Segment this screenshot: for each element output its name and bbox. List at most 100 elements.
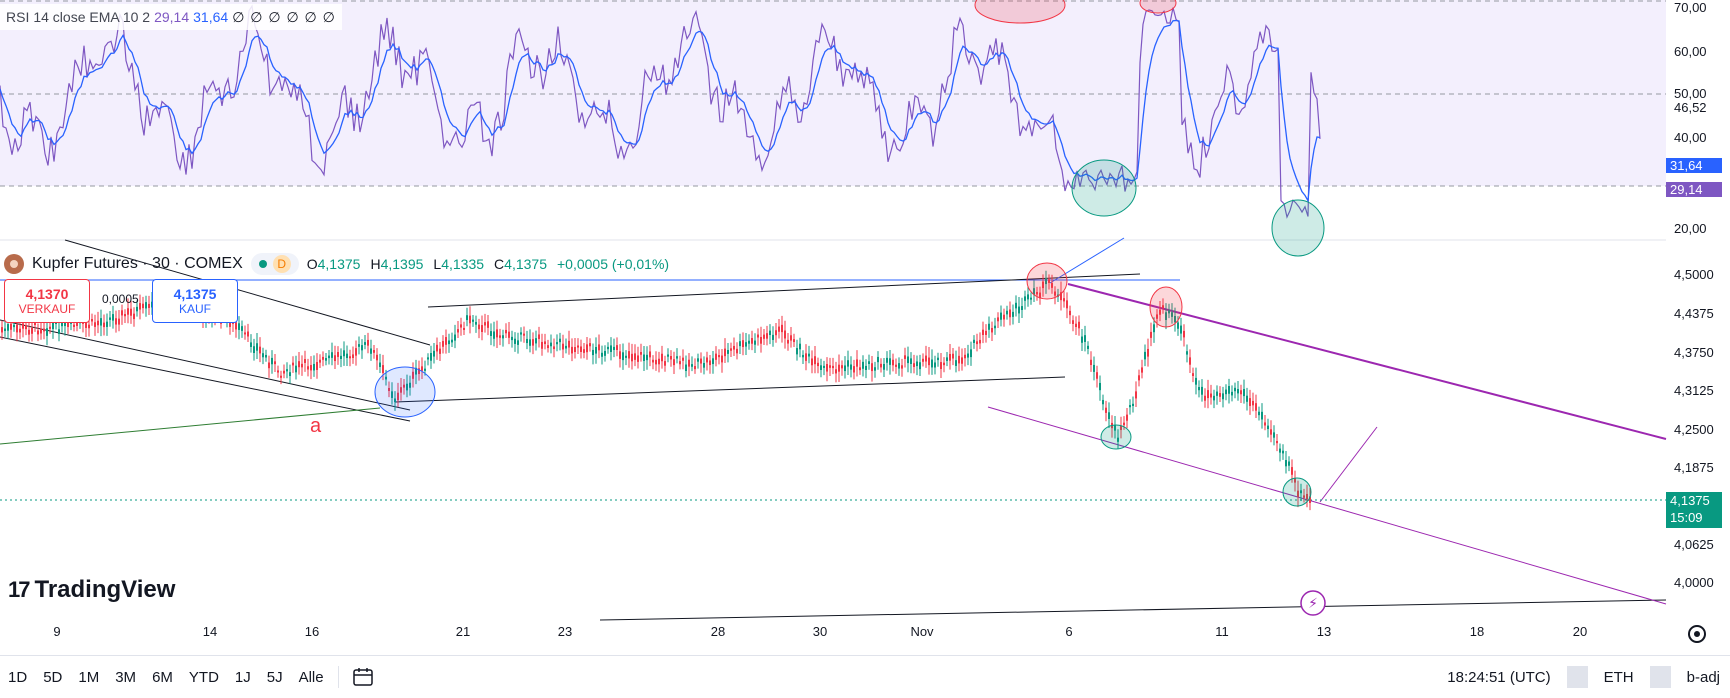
- candle-body: [757, 334, 759, 338]
- candle-body: [550, 342, 552, 347]
- alert-marker[interactable]: [1300, 590, 1326, 616]
- range-button-5d[interactable]: 5D: [43, 668, 63, 686]
- ohlc-low: 4,1335: [441, 256, 485, 272]
- price-candles[interactable]: [1, 270, 1311, 511]
- channel-upper-line[interactable]: [427, 273, 1141, 308]
- candle-body: [7, 324, 9, 331]
- candle-body: [424, 368, 426, 371]
- candle-body: [88, 324, 90, 329]
- calendar-icon[interactable]: [351, 666, 375, 688]
- candle-body: [1012, 311, 1014, 317]
- candle-body: [970, 349, 972, 358]
- main-legend[interactable]: Kupfer Futures · 30 · COMEX D O4,1375 H4…: [4, 251, 669, 277]
- candle-body: [781, 324, 783, 333]
- support-line[interactable]: [599, 599, 1667, 621]
- time-axis-label: 28: [710, 624, 726, 639]
- time-axis[interactable]: 9 14 16 21 23 28 30 Nov 6 11 13 18 20: [0, 624, 1730, 644]
- projection-line[interactable]: [1049, 237, 1125, 284]
- price-scale-label: 4,2500: [1674, 422, 1714, 437]
- candle-body: [109, 317, 111, 320]
- trendline[interactable]: [64, 239, 431, 346]
- candle-body: [274, 361, 276, 365]
- candle-body: [565, 345, 567, 349]
- rsi-legend[interactable]: RSI 14 close EMA 10 2 29,14 31,64 ∅ ∅ ∅ …: [0, 4, 342, 30]
- descending-channel-lower[interactable]: [987, 406, 1667, 605]
- candle-body: [1201, 386, 1203, 395]
- projection-line[interactable]: [1319, 426, 1378, 503]
- candle-body: [22, 323, 24, 329]
- trendline[interactable]: [0, 336, 411, 422]
- candle-body: [73, 324, 75, 327]
- rsi-legend-value: 29,14: [154, 9, 190, 25]
- candle-body: [286, 369, 288, 372]
- price-scale-label: 4,0625: [1674, 537, 1714, 552]
- toolbar-separator: [337, 666, 339, 688]
- candle-body: [967, 353, 969, 358]
- candle-body: [961, 357, 963, 364]
- time-axis-label: 6: [1065, 624, 1073, 639]
- candle-body: [1105, 407, 1107, 413]
- candle-body: [910, 358, 912, 364]
- range-button-5j[interactable]: 5J: [266, 668, 283, 686]
- utc-clock[interactable]: 18:24:51 (UTC): [1447, 668, 1551, 686]
- range-button-6m[interactable]: 6M: [152, 668, 173, 686]
- candle-body: [475, 321, 477, 325]
- candle-body: [583, 349, 585, 353]
- candle-body: [445, 337, 447, 345]
- candle-body: [889, 358, 891, 365]
- range-button-1d[interactable]: 1D: [8, 668, 28, 686]
- candle-body: [112, 314, 114, 321]
- candle-body: [466, 315, 468, 321]
- candle-body: [319, 359, 321, 363]
- candle-body: [505, 329, 507, 334]
- candle-body: [1048, 279, 1050, 283]
- candle-body: [649, 351, 651, 358]
- candle-body: [1006, 310, 1008, 315]
- last-price-value: 4,1375: [1670, 493, 1710, 508]
- candle-body: [1036, 291, 1038, 295]
- trendline[interactable]: [0, 319, 411, 411]
- symbol-title[interactable]: Kupfer Futures · 30 · COMEX: [32, 255, 243, 272]
- rsi-legend-empty-values: ∅ ∅ ∅ ∅ ∅ ∅: [232, 8, 336, 25]
- range-button-3m[interactable]: 3M: [115, 668, 137, 686]
- candle-body: [520, 332, 522, 335]
- candle-body: [532, 339, 534, 346]
- candle-body: [706, 357, 708, 363]
- channel-lower-line[interactable]: [394, 376, 1066, 403]
- candle-body: [760, 336, 762, 344]
- wave-label: a: [310, 415, 322, 437]
- adjustment-toggle[interactable]: b-adj: [1686, 668, 1720, 686]
- range-button-alle[interactable]: Alle: [298, 668, 324, 686]
- time-axis-label: 14: [202, 624, 218, 639]
- ohlc-values: O4,1375 H4,1395 L4,1335 C4,1375 +0,0005 …: [307, 256, 669, 272]
- session-toggle[interactable]: ETH: [1603, 668, 1634, 686]
- candle-body: [589, 343, 591, 347]
- status-pill[interactable]: D: [250, 253, 299, 275]
- candle-body: [1303, 495, 1305, 498]
- candle-body: [754, 340, 756, 345]
- candle-body: [1015, 302, 1017, 309]
- sell-button[interactable]: 4,1370 VERKAUF: [4, 279, 90, 323]
- candle-body: [499, 335, 501, 338]
- trendline[interactable]: [0, 407, 381, 445]
- candle-body: [13, 324, 15, 328]
- candle-body: [418, 368, 420, 375]
- range-button-1j[interactable]: 1J: [234, 668, 251, 686]
- buy-button[interactable]: 4,1375 KAUF: [152, 279, 238, 323]
- candle-body: [1024, 296, 1026, 301]
- candle-body: [694, 366, 696, 370]
- ema-value-tag: 31,64: [1666, 158, 1722, 173]
- candle-body: [487, 321, 489, 328]
- candle-body: [1276, 440, 1278, 444]
- candle-body: [16, 324, 18, 333]
- descending-channel-upper[interactable]: [1067, 283, 1667, 440]
- candle-body: [1165, 312, 1167, 320]
- tradingview-logo[interactable]: 17 TradingView: [8, 576, 175, 604]
- range-button-1m[interactable]: 1M: [78, 668, 100, 686]
- range-button-ytd[interactable]: YTD: [188, 668, 219, 686]
- candle-body: [541, 341, 543, 349]
- candle-body: [787, 339, 789, 344]
- candle-body: [391, 391, 393, 398]
- settings-icon[interactable]: [1688, 625, 1706, 643]
